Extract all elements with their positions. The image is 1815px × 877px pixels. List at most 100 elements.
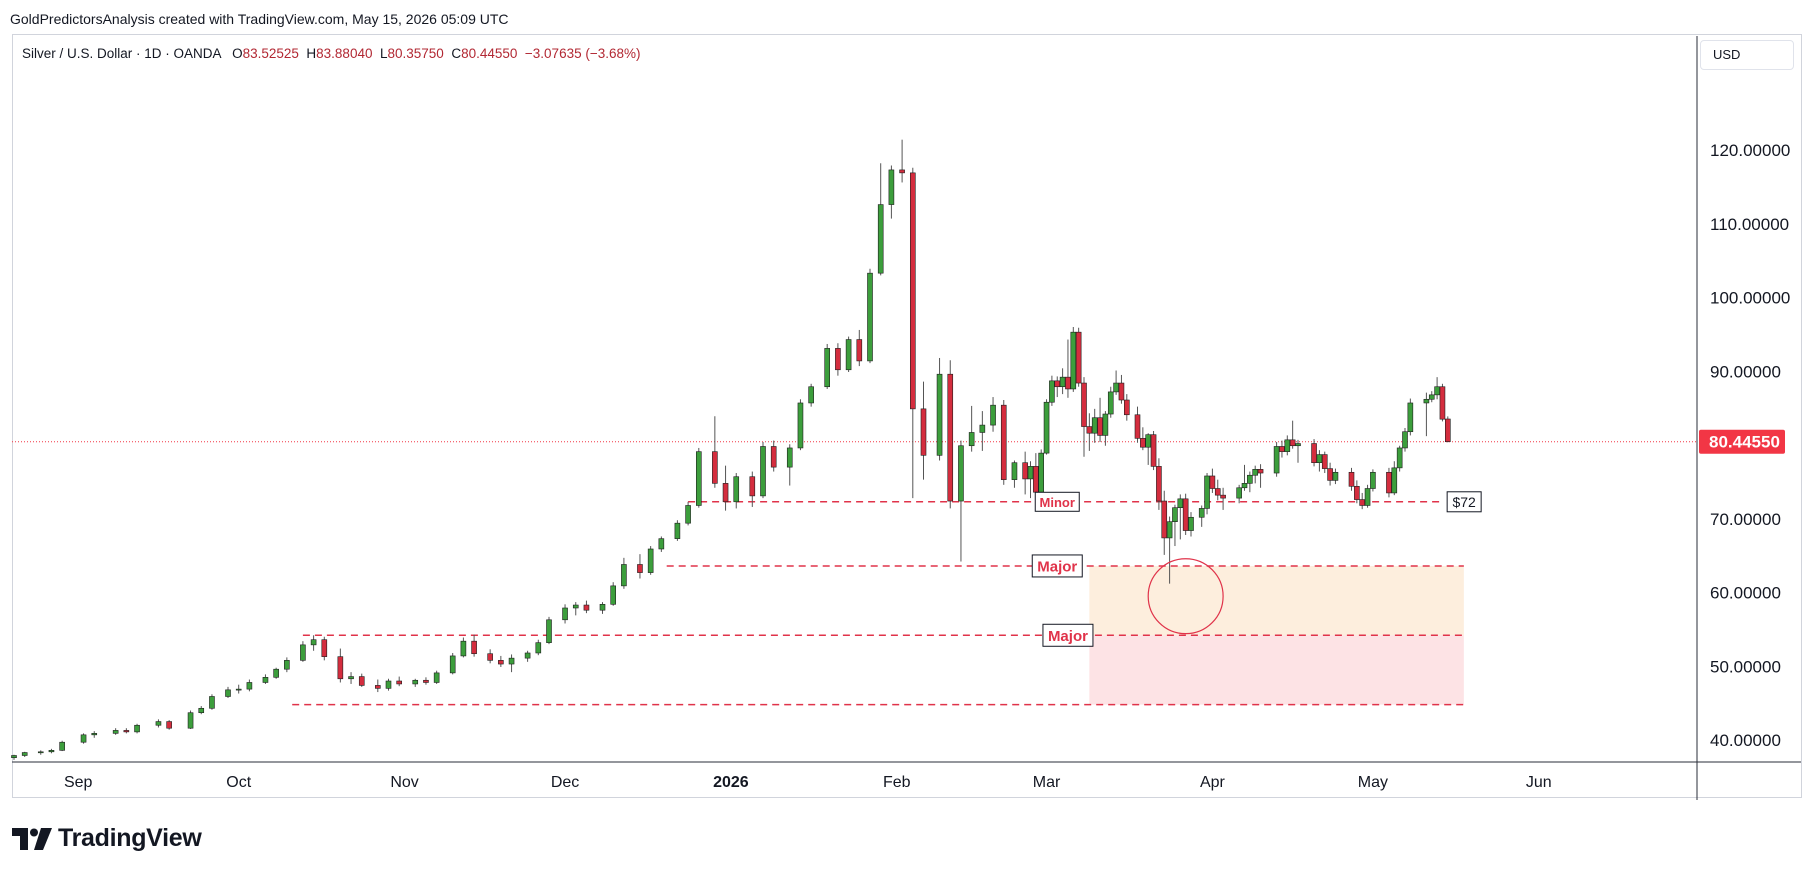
candle-body (11, 755, 17, 758)
open-label: O (232, 46, 243, 61)
candle-body (572, 604, 579, 609)
candle-body (712, 451, 718, 484)
candle-body (546, 619, 552, 643)
last-price-tag (1699, 429, 1785, 454)
candle-body (134, 724, 140, 733)
candle-body (273, 668, 279, 678)
candle-body (1370, 471, 1376, 489)
candle-body (947, 373, 954, 502)
candle-body (1140, 438, 1146, 448)
currency-button[interactable]: USD (1700, 40, 1794, 70)
candle-body (1070, 331, 1077, 390)
candle-body (1043, 401, 1050, 454)
candle-body (1257, 469, 1264, 474)
candle-body (936, 373, 943, 456)
candle-body (583, 604, 590, 611)
candle-body (835, 348, 841, 371)
candle-body (112, 730, 119, 734)
candle-body (1396, 447, 1403, 469)
candle-body (647, 548, 654, 573)
y-tick-label: 60.00000 (1710, 584, 1781, 603)
high-label: H (306, 46, 317, 61)
y-tick-label: 50.00000 (1710, 657, 1781, 676)
candle-body (1445, 418, 1451, 443)
high-value: 83.88040 (316, 46, 373, 61)
candle-body (1033, 466, 1039, 493)
candle-body (695, 451, 702, 506)
level-label-1: Minor (1040, 495, 1075, 510)
candle-body (1065, 376, 1071, 390)
candle-body (888, 169, 895, 205)
candle-body (385, 680, 392, 689)
candle-body (1214, 488, 1221, 496)
callout-label: $72 (1452, 494, 1476, 510)
candle-body (845, 339, 852, 371)
candle-body (59, 741, 65, 751)
candle-body (1316, 454, 1323, 463)
candle-body (449, 655, 456, 674)
candle-body (797, 402, 804, 449)
candle-body (610, 585, 617, 605)
candle-body (968, 432, 975, 447)
candle-body (21, 752, 28, 756)
candle-body (123, 730, 130, 733)
candle-body (674, 522, 681, 539)
candle-body (1247, 474, 1253, 484)
candle-body (1054, 380, 1061, 388)
candle-body (1113, 382, 1119, 393)
candle-body (1118, 382, 1125, 401)
candle-body (1011, 462, 1018, 480)
candle-body (749, 476, 756, 497)
candle-body (786, 447, 793, 468)
candle-body (1321, 454, 1328, 469)
candle-body (1220, 494, 1226, 499)
x-tick-label: Nov (390, 774, 418, 791)
candle-body (1284, 439, 1291, 452)
candle-body (1188, 516, 1194, 531)
candle-body (920, 408, 927, 456)
symbol-name[interactable]: Silver / U.S. Dollar · 1D · OANDA (22, 46, 221, 61)
candle-body (808, 386, 814, 404)
last-price-label: 80.44550 (1709, 433, 1780, 452)
level-label-3: Major (1048, 628, 1088, 645)
candle-body (1327, 468, 1333, 481)
candle-body (1150, 434, 1157, 467)
candle-body (770, 446, 777, 468)
candle-body (1198, 508, 1205, 518)
tradingview-brand[interactable]: TradingView (12, 824, 202, 853)
candle-body (1289, 439, 1296, 447)
candle-body (337, 656, 344, 680)
candle-body (1161, 500, 1168, 539)
candle-body (733, 476, 740, 503)
candle-body (524, 652, 531, 659)
candle-body (1091, 417, 1098, 434)
candle-body (877, 204, 884, 274)
candle-body (1241, 483, 1248, 489)
candle-body (1354, 485, 1360, 500)
candle-body (433, 672, 440, 683)
candle-body (235, 688, 242, 691)
candle-body (958, 445, 964, 502)
candle-body (1295, 443, 1301, 447)
level-label-box-2 (1031, 554, 1083, 578)
y-tick-label: 90.00000 (1710, 362, 1781, 381)
candle-body (856, 339, 863, 362)
candle-body (423, 679, 429, 683)
tradingview-wordmark: TradingView (58, 824, 202, 852)
candle-body (1311, 443, 1317, 463)
candle-body (1348, 471, 1355, 487)
candle-body (348, 676, 354, 680)
candle-body (48, 750, 55, 753)
chart-frame (12, 34, 1802, 798)
candle-body (1059, 376, 1066, 388)
candle-body (1407, 402, 1414, 433)
candle-body (460, 640, 467, 657)
candle-body (979, 424, 986, 433)
candle-body (1273, 446, 1280, 474)
candle-body (374, 685, 381, 689)
candle-body (471, 640, 477, 655)
candle-body (262, 677, 269, 683)
candle-body (155, 721, 162, 726)
candle-body (1386, 471, 1392, 494)
